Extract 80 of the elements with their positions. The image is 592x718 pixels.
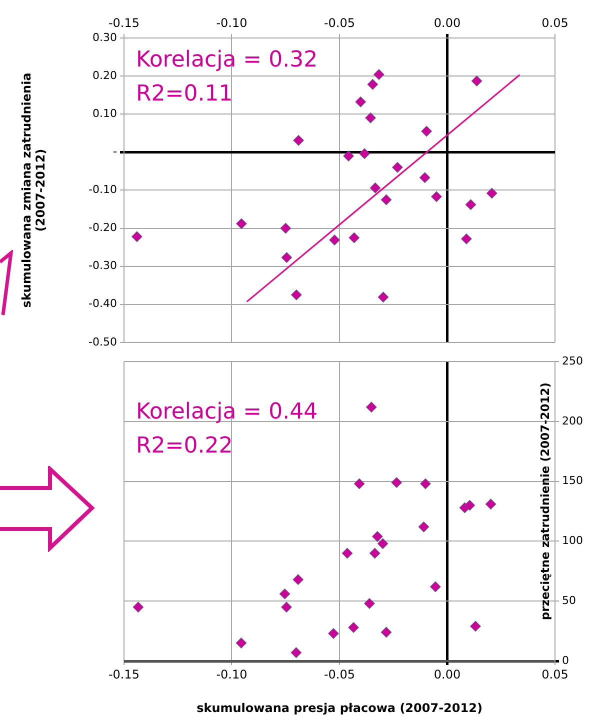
point: [378, 292, 389, 302]
x-tick-label: -0.05: [324, 16, 356, 30]
point: [290, 647, 302, 658]
x-tick-label: 0.05: [542, 667, 568, 682]
point: [329, 234, 340, 246]
y-tick-label: -0.50: [88, 335, 117, 348]
x-tick-label: -0.05: [324, 667, 356, 682]
point: [281, 252, 292, 263]
y-tick-label: -0.10: [88, 183, 117, 196]
point: [431, 191, 442, 202]
y-tick-label: 0.20: [92, 68, 117, 82]
point: [380, 626, 392, 638]
point: [485, 498, 496, 510]
annotation: Korelacja = 0.32: [136, 48, 318, 73]
point: [374, 69, 384, 80]
point: [293, 135, 304, 146]
y-tick-label: -0.40: [88, 297, 117, 310]
y-tick-label: 250: [562, 354, 583, 368]
point: [366, 402, 377, 412]
y-tick-label: 50: [562, 594, 576, 607]
point: [343, 150, 354, 162]
point: [279, 588, 290, 600]
annotation: Korelacja = 0.44: [136, 399, 318, 424]
point: [419, 172, 430, 183]
x-tick-label: -0.15: [108, 667, 140, 682]
point: [430, 581, 441, 592]
point: [280, 222, 291, 234]
annotation: R2=0.11: [136, 82, 233, 107]
point: [236, 218, 247, 230]
point: [486, 188, 498, 199]
y-axis-title: przeciętne zatrudnienie (2007-2012): [538, 382, 552, 620]
y-tick-label: 100: [562, 534, 583, 548]
point: [348, 232, 360, 244]
point: [369, 548, 380, 559]
point: [420, 478, 431, 490]
point: [236, 638, 247, 648]
x-tick-label: 0.05: [542, 16, 568, 30]
point: [421, 126, 432, 137]
y-tick-label: -0.30: [88, 259, 117, 272]
y-tick-label: 0: [562, 654, 569, 667]
point: [377, 538, 388, 549]
point: [367, 79, 378, 90]
x-axis-title: skumulowana presja płacowa (2007-2012): [196, 700, 482, 715]
point: [132, 602, 144, 612]
point: [291, 289, 302, 300]
point: [364, 598, 375, 609]
y-tick-label: 150: [562, 474, 583, 488]
point: [464, 500, 476, 511]
point: [355, 96, 366, 108]
point: [292, 574, 304, 585]
point: [372, 531, 383, 542]
x-tick-label: -0.10: [216, 667, 248, 682]
point: [465, 199, 476, 210]
point: [380, 194, 392, 206]
y-tick-label: 0.10: [92, 106, 117, 120]
point: [418, 522, 430, 532]
point: [132, 231, 142, 242]
x-tick-label: -0.10: [216, 16, 248, 30]
point: [359, 148, 370, 160]
x-tick-label: 0.00: [434, 667, 461, 682]
point: [281, 602, 292, 612]
point: [370, 182, 381, 194]
point: [471, 76, 482, 86]
point: [391, 477, 402, 488]
x-tick-label: 0.00: [434, 16, 461, 30]
point: [354, 478, 365, 490]
y-tick-label: -0.20: [88, 221, 117, 234]
point: [342, 548, 353, 559]
y-axis-title: skumulowana zmiana zatrudnienia (2007-2012): [19, 72, 48, 308]
point: [461, 234, 472, 244]
y-tick-label: 200: [562, 414, 583, 428]
annotation: R2=0.22: [136, 433, 233, 458]
point: [328, 628, 339, 639]
y-tick-label: -: [113, 145, 118, 158]
point: [348, 622, 359, 633]
y-tick-label: 0.30: [92, 30, 117, 44]
x-tick-label: -0.15: [108, 16, 140, 30]
point: [392, 162, 403, 173]
point: [365, 112, 376, 124]
point: [470, 620, 481, 632]
